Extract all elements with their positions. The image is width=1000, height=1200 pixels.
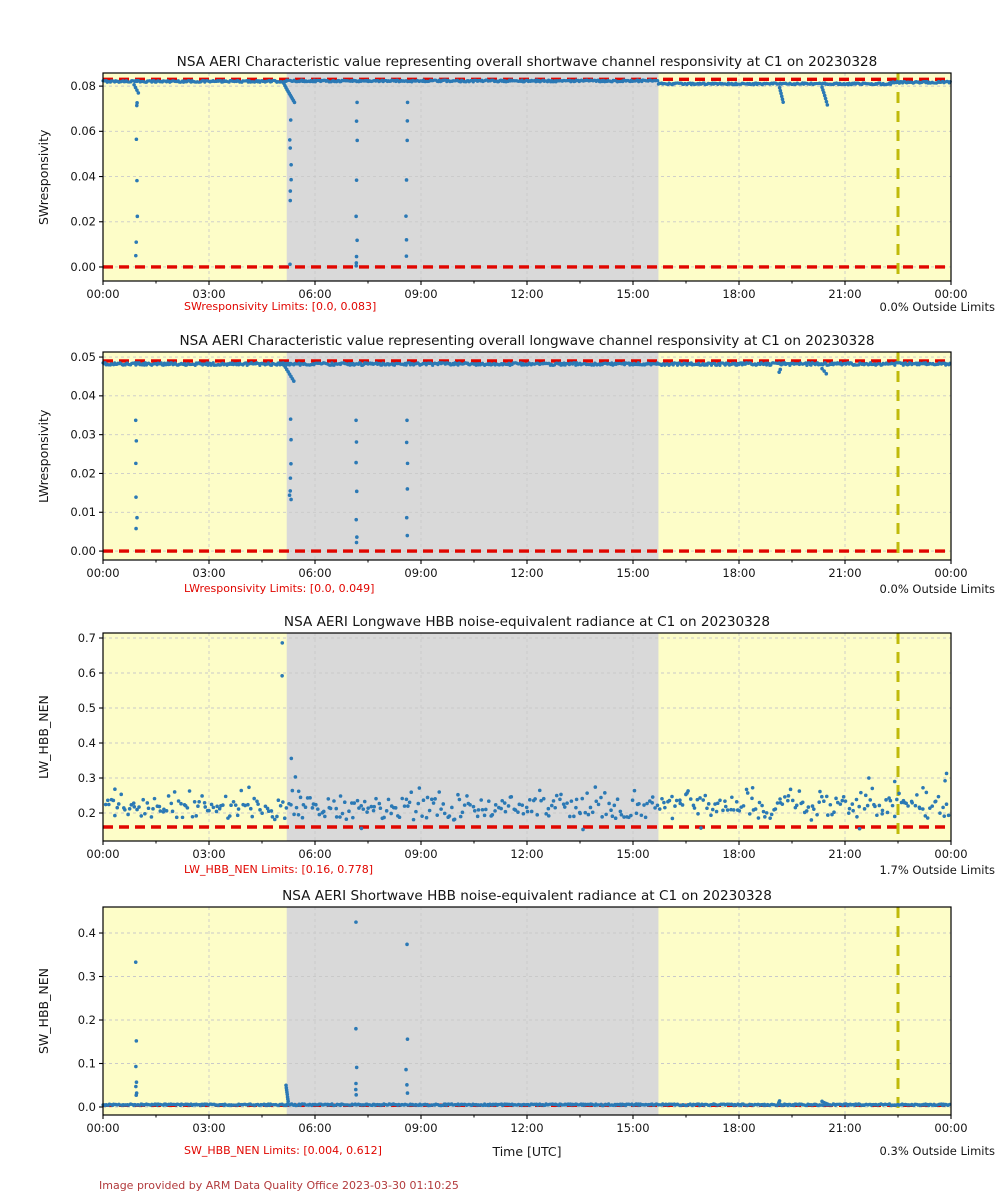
svg-text:09:00: 09:00 — [404, 847, 437, 861]
svg-text:18:00: 18:00 — [722, 566, 755, 580]
svg-text:21:00: 21:00 — [828, 566, 861, 580]
svg-text:06:00: 06:00 — [298, 287, 331, 301]
panel-2-plot: 00:00 03:00 06:00 09:00 12:00 15:00 18:00 21:00… — [70, 350, 967, 580]
svg-text:0.0: 0.0 — [78, 1100, 96, 1114]
svg-text:0.1: 0.1 — [78, 1056, 96, 1070]
panel-1-plot: 00:00 03:00 06:00 09:00 12:00 15:00 18:00 21:00… — [70, 72, 968, 301]
svg-text:0.7: 0.7 — [78, 631, 96, 645]
svg-text:09:00: 09:00 — [404, 287, 437, 301]
svg-text:00:00: 00:00 — [934, 287, 967, 301]
svg-text:12:00: 12:00 — [510, 566, 543, 580]
svg-text:0.6: 0.6 — [78, 666, 96, 680]
svg-text:12:00: 12:00 — [510, 1121, 543, 1135]
svg-text:03:00: 03:00 — [192, 287, 225, 301]
svg-text:00:00: 00:00 — [86, 847, 119, 861]
panel-1-title: NSA AERI Characteristic value representi… — [176, 54, 878, 70]
svg-text:0.08: 0.08 — [70, 79, 96, 93]
svg-text:00:00: 00:00 — [86, 566, 119, 580]
svg-text:00:00: 00:00 — [86, 1121, 119, 1135]
panel-1-limits-text: SWresponsivity Limits: [0.0, 0.083] — [184, 300, 377, 313]
x-axis-title: Time [UTC] — [492, 1144, 562, 1159]
svg-text:0.3: 0.3 — [78, 969, 96, 983]
svg-text:0.2: 0.2 — [78, 806, 96, 820]
svg-text:00:00: 00:00 — [934, 566, 967, 580]
svg-text:00:00: 00:00 — [934, 1121, 967, 1135]
svg-text:03:00: 03:00 — [192, 566, 225, 580]
svg-text:21:00: 21:00 — [828, 847, 861, 861]
svg-text:0.02: 0.02 — [70, 466, 96, 480]
svg-text:15:00: 15:00 — [616, 287, 649, 301]
panel-4-title: NSA AERI Shortwave HBB noise-equivalent … — [282, 888, 772, 904]
svg-text:03:00: 03:00 — [192, 1121, 225, 1135]
svg-text:0.4: 0.4 — [78, 736, 96, 750]
svg-text:12:00: 12:00 — [510, 287, 543, 301]
svg-text:0.4: 0.4 — [78, 926, 96, 940]
svg-text:12:00: 12:00 — [510, 847, 543, 861]
svg-text:15:00: 15:00 — [616, 1121, 649, 1135]
panel-4-outside-limits-text: 0.3% Outside Limits — [879, 1144, 995, 1158]
panel-4-plot: 00:00 03:00 06:00 09:00 12:00 15:00 18:00 21:00… — [78, 906, 968, 1135]
svg-text:0.06: 0.06 — [70, 124, 96, 138]
svg-text:18:00: 18:00 — [722, 847, 755, 861]
svg-text:0.03: 0.03 — [70, 427, 96, 441]
svg-text:0.04: 0.04 — [70, 169, 96, 183]
svg-text:0.02: 0.02 — [70, 215, 96, 229]
svg-text:0.00: 0.00 — [70, 544, 96, 558]
svg-text:00:00: 00:00 — [86, 287, 119, 301]
credit-text: Image provided by ARM Data Quality Offic… — [99, 1179, 459, 1192]
panel-3-title: NSA AERI Longwave HBB noise-equivalent r… — [283, 614, 771, 630]
svg-text:18:00: 18:00 — [722, 287, 755, 301]
panel-1-outside-limits-text: 0.0% Outside Limits — [879, 300, 995, 314]
svg-text:21:00: 21:00 — [828, 287, 861, 301]
svg-text:21:00: 21:00 — [828, 1121, 861, 1135]
svg-text:0.01: 0.01 — [70, 505, 96, 519]
svg-text:0.5: 0.5 — [78, 701, 96, 715]
panel-2-title: NSA AERI Characteristic value representi… — [179, 333, 875, 349]
svg-text:0.04: 0.04 — [70, 389, 96, 403]
svg-text:0.00: 0.00 — [70, 260, 96, 274]
svg-text:0.3: 0.3 — [78, 771, 96, 785]
svg-text:09:00: 09:00 — [404, 566, 437, 580]
panel-4-limits-text: SW_HBB_NEN Limits: [0.004, 0.612] — [184, 1144, 382, 1157]
svg-text:06:00: 06:00 — [298, 1121, 331, 1135]
svg-text:06:00: 06:00 — [298, 566, 331, 580]
svg-text:03:00: 03:00 — [192, 847, 225, 861]
panel-3-plot: 00:00 03:00 06:00 09:00 12:00 15:00 18:00 21:00… — [78, 631, 968, 861]
svg-text:0.05: 0.05 — [70, 350, 96, 364]
svg-text:15:00: 15:00 — [616, 566, 649, 580]
svg-text:09:00: 09:00 — [404, 1121, 437, 1135]
panel-3-limits-text: LW_HBB_NEN Limits: [0.16, 0.778] — [184, 863, 374, 876]
svg-text:06:00: 06:00 — [298, 847, 331, 861]
svg-text:15:00: 15:00 — [616, 847, 649, 861]
panel-2-outside-limits-text: 0.0% Outside Limits — [879, 582, 995, 596]
svg-text:00:00: 00:00 — [934, 847, 967, 861]
svg-text:0.2: 0.2 — [78, 1013, 96, 1027]
svg-text:18:00: 18:00 — [722, 1121, 755, 1135]
panel-3-outside-limits-text: 1.7% Outside Limits — [879, 863, 995, 877]
panel-2-limits-text: LWresponsivity Limits: [0.0, 0.049] — [184, 582, 375, 595]
